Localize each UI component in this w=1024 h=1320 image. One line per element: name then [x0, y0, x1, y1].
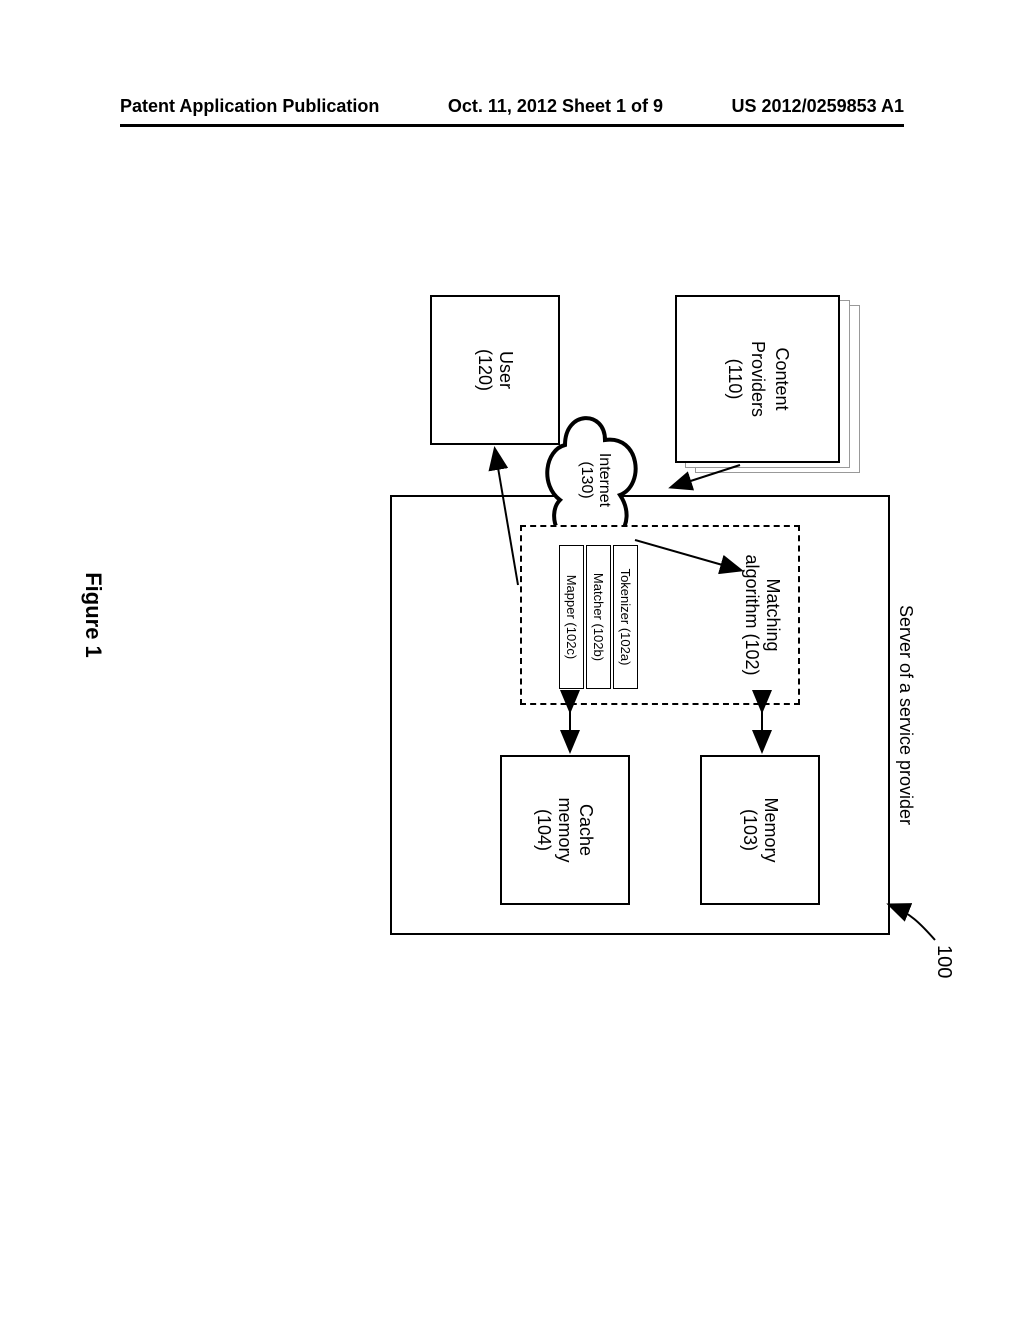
cache-ref: (104) — [534, 809, 555, 851]
matching-label-1: Matching — [762, 578, 783, 651]
cache-box: Cache memory (104) — [500, 755, 630, 905]
header-right: US 2012/0259853 A1 — [732, 96, 904, 117]
mapper-box: Mapper (102c) — [559, 545, 584, 689]
figure-caption: Figure 1 — [80, 572, 106, 658]
memory-box: Memory (103) — [700, 755, 820, 905]
header-mid: Oct. 11, 2012 Sheet 1 of 9 — [448, 96, 663, 117]
matching-algorithm-box: Matching algorithm (102) Tokenizer (102a… — [520, 525, 800, 705]
content-providers-ref: (110) — [722, 341, 745, 417]
content-providers-box: Content Providers (110) — [675, 295, 840, 463]
content-providers-label-2: Providers — [746, 341, 769, 417]
internet-ref: (130) — [577, 461, 595, 498]
user-label: User — [495, 351, 516, 389]
server-title: Server of a service provider — [895, 495, 916, 935]
reference-label-100: 100 — [932, 945, 955, 978]
tokenizer-box: Tokenizer (102a) — [613, 545, 638, 689]
matcher-box: Matcher (102b) — [586, 545, 611, 689]
figure-1-diagram: 100 Server of a service provider Content… — [140, 295, 890, 935]
cache-label-2: memory — [555, 797, 576, 862]
matching-label-2: algorithm (102) — [741, 554, 762, 675]
cache-label-1: Cache — [576, 804, 597, 856]
content-providers-label-1: Content — [769, 341, 792, 417]
internet-label: Internet — [595, 453, 613, 507]
user-ref: (120) — [474, 349, 495, 391]
memory-label: Memory — [760, 797, 781, 862]
header-divider — [120, 124, 904, 127]
header-left: Patent Application Publication — [120, 96, 379, 117]
memory-ref: (103) — [739, 809, 760, 851]
